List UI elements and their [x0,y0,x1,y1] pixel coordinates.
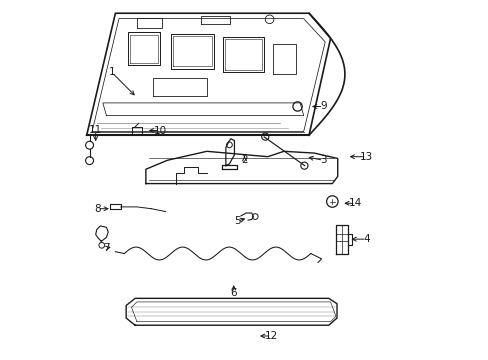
Text: 9: 9 [320,102,326,112]
Text: 11: 11 [89,125,102,135]
Text: 13: 13 [359,152,372,162]
Text: 14: 14 [348,198,362,208]
Text: 8: 8 [94,204,101,214]
Text: 1: 1 [108,67,115,77]
Text: 12: 12 [264,331,278,341]
Text: 4: 4 [363,234,369,244]
Text: 5: 5 [234,216,240,226]
Text: 10: 10 [153,126,166,135]
Text: 3: 3 [320,155,326,165]
Text: 6: 6 [230,288,237,298]
Text: 2: 2 [241,155,247,165]
Text: 7: 7 [103,243,109,253]
